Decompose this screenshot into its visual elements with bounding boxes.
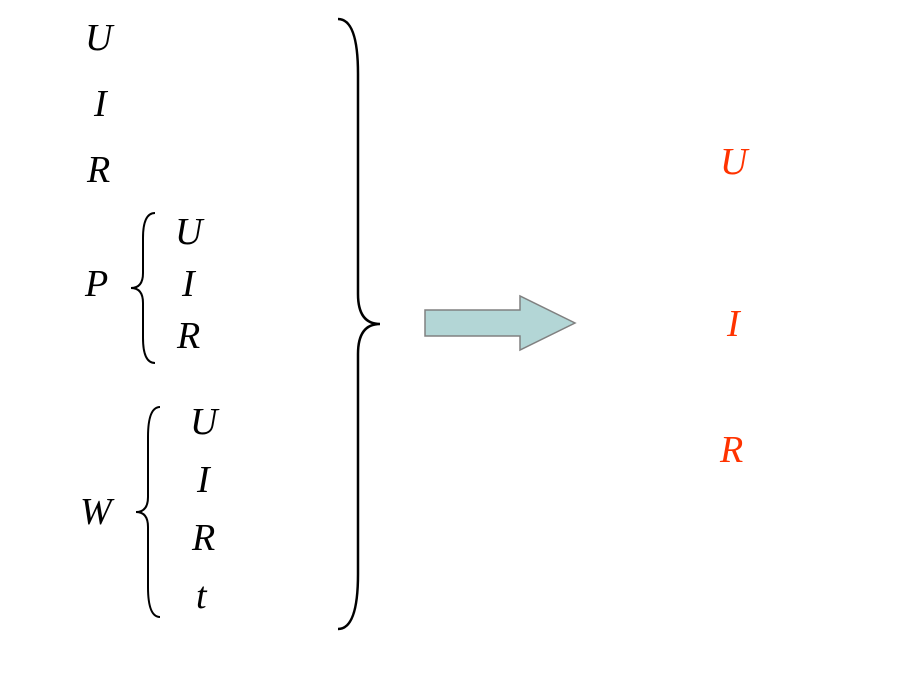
var-P-main: P bbox=[85, 262, 108, 306]
var-W-R: R bbox=[192, 516, 215, 560]
brace-big bbox=[330, 14, 390, 634]
var-U-main: U bbox=[85, 16, 112, 60]
brace-P bbox=[125, 208, 165, 368]
var-right-I: I bbox=[727, 302, 740, 346]
var-W-main: W bbox=[80, 490, 112, 534]
var-P-I: I bbox=[182, 262, 195, 306]
var-P-R: R bbox=[177, 314, 200, 358]
var-W-U: U bbox=[190, 400, 217, 444]
var-W-t: t bbox=[196, 574, 207, 618]
var-W-I: I bbox=[197, 458, 210, 502]
var-R-main: R bbox=[87, 148, 110, 192]
var-right-R: R bbox=[720, 428, 743, 472]
brace-W bbox=[130, 402, 170, 622]
var-P-U: U bbox=[175, 210, 202, 254]
arrow-icon bbox=[420, 288, 580, 358]
var-I-main: I bbox=[94, 82, 107, 126]
var-right-U: U bbox=[720, 140, 747, 184]
